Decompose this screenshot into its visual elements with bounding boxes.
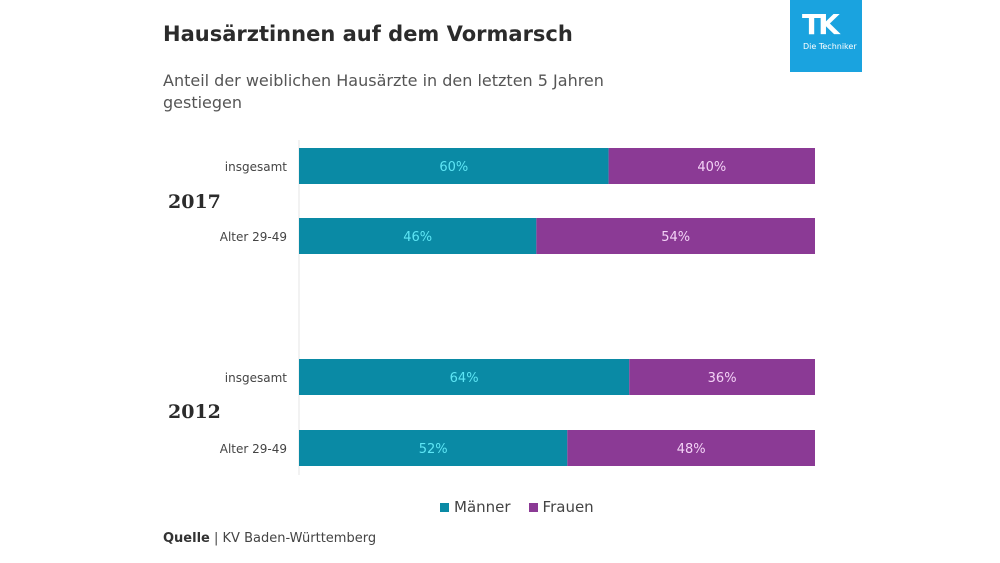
category-label: insgesamt [225, 160, 287, 174]
logo-mark: TK [802, 8, 840, 41]
source-note: Quelle | KV Baden-Württemberg [163, 531, 376, 546]
category-label: Alter 29-49 [220, 442, 287, 456]
legend-swatch-maenner [440, 502, 449, 512]
source-label: Quelle [163, 531, 210, 546]
bar-frauen-1 [536, 218, 815, 254]
data-label: 40% [697, 160, 726, 175]
source-text: KV Baden-Württemberg [222, 531, 377, 546]
data-label: 60% [439, 160, 468, 175]
bar-mnner-1 [299, 218, 537, 254]
data-label: 48% [677, 442, 706, 457]
legend-swatch-frauen [528, 502, 538, 512]
legend-item-frauen: Frauen [528, 498, 594, 516]
category-label: insgesamt [225, 371, 287, 385]
source-separator: | [214, 531, 219, 546]
data-label: 54% [661, 230, 690, 245]
data-label: 46% [403, 230, 432, 245]
legend-item-maenner: Männer [440, 498, 511, 516]
bar-frauen-3 [567, 430, 815, 466]
logo-text: Die Techniker [803, 42, 857, 51]
bar-frauen-2 [629, 359, 815, 395]
group-label-2017: 2017 [168, 191, 221, 213]
group-label-2012: 2012 [168, 401, 221, 423]
data-label: 36% [708, 371, 737, 386]
data-label: 64% [450, 371, 479, 386]
category-label: Alter 29-49 [220, 230, 287, 244]
bar-frauen-0 [608, 148, 815, 184]
legend: Männer Frauen [440, 498, 594, 516]
bar-mnner-0 [299, 148, 609, 184]
data-label: 52% [419, 442, 448, 457]
bar-mnner-2 [299, 359, 630, 395]
chart-subtitle: Anteil der weiblichen Hausärzte in den l… [163, 71, 604, 112]
legend-label-maenner: Männer [454, 498, 511, 516]
bar-mnner-3 [299, 430, 568, 466]
tk-logo: TK Die Techniker [790, 0, 862, 72]
chart-title: Hausärztinnen auf dem Vormarsch [163, 22, 573, 46]
legend-label-frauen: Frauen [542, 498, 594, 516]
